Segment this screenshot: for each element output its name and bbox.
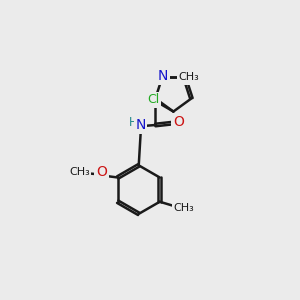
Text: CH₃: CH₃ xyxy=(174,203,194,213)
Text: CH₃: CH₃ xyxy=(178,72,199,82)
Text: Cl: Cl xyxy=(147,94,159,106)
Text: N: N xyxy=(179,69,189,83)
Text: O: O xyxy=(96,165,107,179)
Text: H: H xyxy=(129,116,138,128)
Text: N: N xyxy=(135,118,146,132)
Text: O: O xyxy=(173,115,184,129)
Text: CH₃: CH₃ xyxy=(69,167,90,177)
Text: N: N xyxy=(158,69,168,83)
